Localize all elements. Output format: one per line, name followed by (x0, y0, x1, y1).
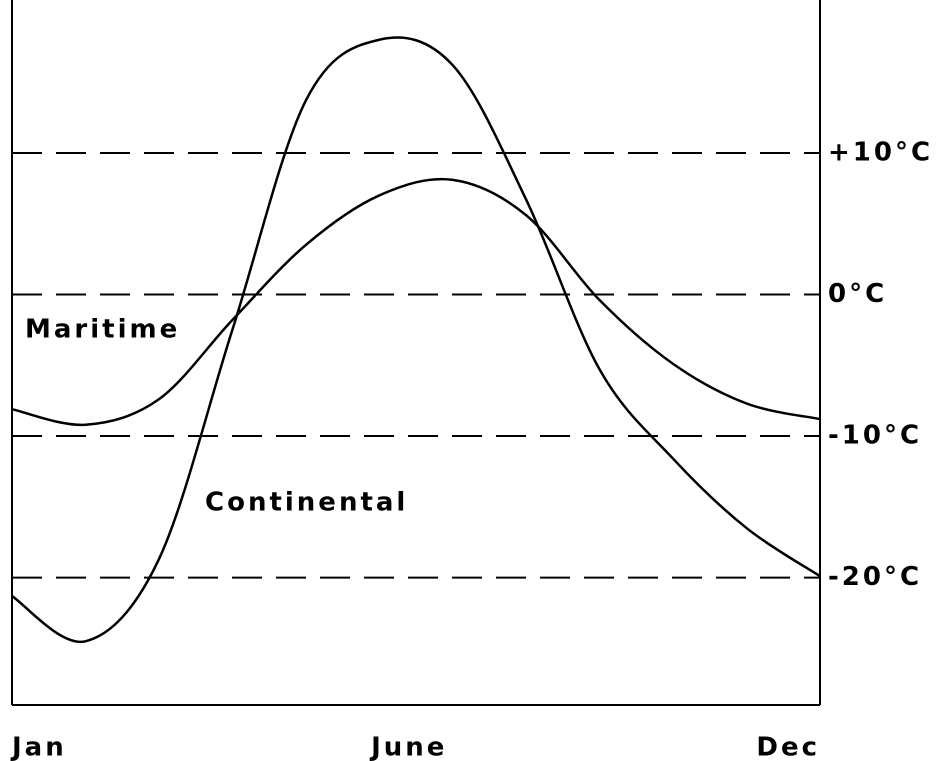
series-label: Continental (205, 488, 408, 518)
y-tick-label: +10°C (828, 137, 933, 167)
x-tick-label: Dec (756, 733, 820, 761)
x-tick-label: Jan (10, 733, 67, 761)
y-tick-label: -20°C (828, 562, 922, 592)
series-line (11, 177, 821, 426)
y-tick-label: 0°C (828, 279, 887, 309)
x-tick-label: June (369, 733, 447, 761)
series-label: Maritime (25, 315, 180, 345)
series-line (11, 36, 821, 643)
y-tick-label: -10°C (828, 421, 922, 451)
